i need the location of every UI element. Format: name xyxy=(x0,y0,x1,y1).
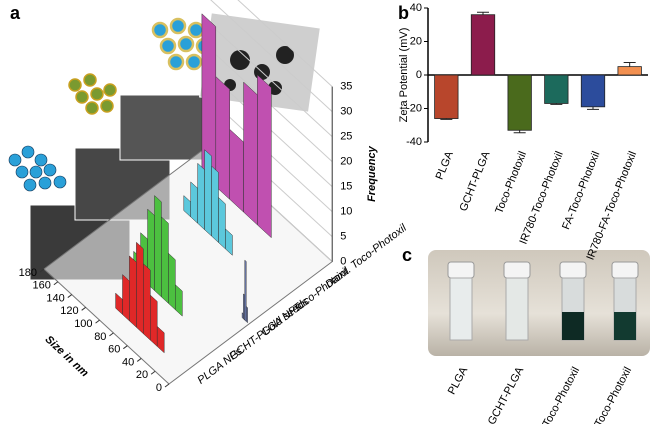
y-tick-label: 20 xyxy=(410,35,422,47)
panel-label: c xyxy=(402,245,412,265)
x-tick xyxy=(164,383,170,388)
error-bar xyxy=(623,61,636,67)
x-tick xyxy=(123,345,128,350)
x-tick xyxy=(39,268,45,273)
histogram-bar xyxy=(175,284,183,317)
y-tick-label: 0 xyxy=(416,69,422,81)
x-tick xyxy=(109,332,114,337)
y-tick-label: -40 xyxy=(406,136,422,148)
vial-label: PLGA xyxy=(446,365,471,397)
grid-line xyxy=(237,0,333,87)
y-tick-label: 25 xyxy=(340,131,352,143)
x-tick-label: 140 xyxy=(46,292,64,304)
histogram-bar xyxy=(215,76,230,200)
histogram-bar xyxy=(136,241,144,335)
bar xyxy=(470,14,496,76)
sem-image xyxy=(119,94,206,161)
histogram-bar xyxy=(229,128,244,213)
x-tick-label: PLGA xyxy=(434,149,456,181)
histogram-bar xyxy=(245,305,248,324)
vials xyxy=(447,261,639,341)
histogram-bar xyxy=(225,228,233,256)
histogram-bar xyxy=(129,255,137,328)
histogram-bar xyxy=(197,162,205,231)
vial-photo xyxy=(428,250,650,356)
particles xyxy=(68,73,117,115)
histogram-bar xyxy=(244,259,247,322)
x-tick-label: 0 xyxy=(156,382,162,394)
x-tick xyxy=(150,370,156,375)
histogram-bar xyxy=(156,325,165,354)
histogram-bar xyxy=(150,294,158,347)
y-tick-label: 10 xyxy=(340,206,352,218)
histogram-bar xyxy=(122,273,130,322)
x-tick-label: Toco-Photoxil xyxy=(493,150,529,216)
bar xyxy=(507,74,532,131)
histogram-bar xyxy=(168,252,176,311)
y-tick-label: 5 xyxy=(340,231,346,243)
y-tick-label: 30 xyxy=(340,106,352,118)
y-tick-label: 20 xyxy=(340,156,352,168)
x-tick xyxy=(95,319,100,324)
y-tick-label: 15 xyxy=(340,181,352,193)
x-tick-label: FA-Toco-Photoxil xyxy=(560,150,602,232)
bar xyxy=(617,66,642,76)
y-tick-label: 40 xyxy=(410,2,422,14)
x-tick-label: 20 xyxy=(136,369,148,381)
x-tick-label: 80 xyxy=(94,331,106,343)
photo-background xyxy=(428,250,650,356)
y-axis-label: Zeta Potential (mV) xyxy=(398,28,410,123)
bar xyxy=(544,74,569,104)
x-tick-label: 180 xyxy=(19,267,37,279)
vial-label: Toco-Photoxil xyxy=(541,365,583,424)
x-tick-label: 40 xyxy=(122,356,134,368)
error-bar xyxy=(513,130,526,134)
error-bar xyxy=(587,106,599,110)
y-tick-label: 35 xyxy=(340,81,352,93)
grid-line xyxy=(210,0,333,112)
histogram-bar xyxy=(218,196,226,250)
x-axis-label: Size in nm xyxy=(43,333,91,379)
x-tick xyxy=(53,281,59,286)
x-tick-label: GCHT-PLGA xyxy=(458,149,493,213)
vial-label: FA-Toco-Photoxil xyxy=(585,365,635,424)
x-tick-label: 120 xyxy=(60,305,78,317)
x-tick-label: 60 xyxy=(108,344,120,356)
histogram-bar xyxy=(204,149,212,237)
error-bar xyxy=(550,103,563,105)
x-tick-label: 100 xyxy=(74,318,92,330)
histogram-bar xyxy=(154,194,162,298)
histogram-bar xyxy=(211,165,219,244)
histogram-bar xyxy=(243,81,258,226)
x-tick xyxy=(136,358,142,362)
bar xyxy=(434,74,459,119)
x-tick xyxy=(67,294,73,298)
panel-label: b xyxy=(398,3,409,23)
histogram-bar xyxy=(190,181,198,224)
error-bar xyxy=(477,11,489,15)
illustrations xyxy=(8,12,321,281)
vial-label: GCHT-PLGA xyxy=(486,365,527,424)
y-tick-label: 0 xyxy=(340,256,346,268)
particles xyxy=(8,145,67,192)
histogram-bar xyxy=(161,216,169,304)
y-tick-label: -20 xyxy=(406,102,422,114)
x-tick xyxy=(81,306,86,311)
y-axis-label: Frequency xyxy=(366,145,378,202)
x-tick-label: 160 xyxy=(33,280,51,292)
bar xyxy=(580,74,606,108)
histogram-bar xyxy=(257,74,272,239)
panel-label: a xyxy=(10,3,21,23)
error-bar xyxy=(440,118,453,120)
grid-line xyxy=(206,21,333,137)
histogram-bar xyxy=(143,263,151,341)
